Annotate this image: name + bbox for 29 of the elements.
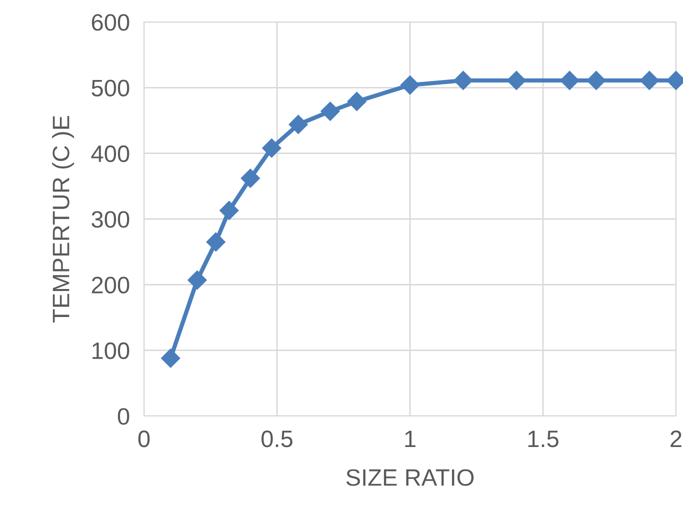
point (586, 70, 606, 90)
x-axis-title: SIZE RATIO (346, 469, 474, 486)
y-tick-label: 500 (92, 80, 130, 96)
y-axis-title: TEMPERTUR (C )E (52, 116, 74, 323)
x-tick-label: 1 (405, 430, 416, 447)
point (400, 76, 420, 95)
point (506, 70, 526, 90)
y-tick-label: 600 (92, 14, 130, 31)
point (240, 168, 260, 188)
point (320, 102, 340, 121)
point (347, 92, 366, 111)
y-tick-label: 400 (91, 145, 130, 162)
point (454, 70, 473, 90)
x-tick-label: 2 (670, 430, 682, 447)
point (262, 138, 282, 158)
point (188, 270, 207, 290)
y-tick-label: 300 (92, 211, 130, 228)
y-tick-label: 200 (92, 276, 130, 294)
point (560, 70, 580, 90)
x-tick-label: 0 (138, 430, 150, 448)
x-tick-label: 1.5 (528, 430, 558, 448)
point (161, 348, 180, 368)
y-tick-label: 0 (118, 408, 130, 425)
point (206, 232, 226, 252)
point (288, 114, 308, 134)
point (640, 70, 659, 90)
x-tick-label: 0.5 (262, 430, 292, 448)
point (220, 200, 239, 220)
y-tick-label: 100 (92, 342, 130, 360)
